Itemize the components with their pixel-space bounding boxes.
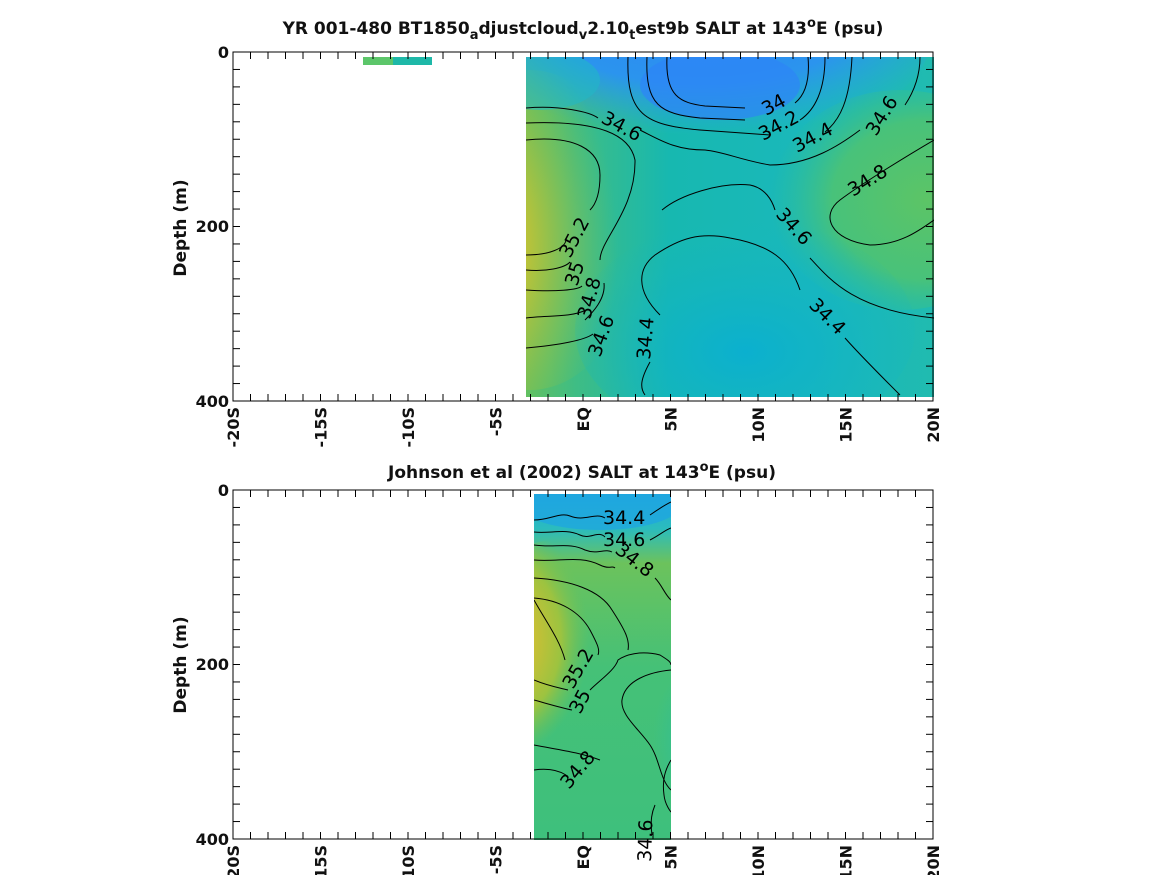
panel-top: YR 001-480 BT1850adjustcloudv2.10test9b … [171, 16, 943, 447]
xtick-label: EQ [574, 407, 593, 432]
panel-bottom: Johnson et al (2002) SALT at 143oE (psu)… [171, 460, 943, 875]
contour-label: 34.4 [633, 316, 659, 360]
contour-label: 34.6 [603, 529, 645, 551]
xtick-label: -20S [224, 407, 243, 447]
panel-top-xticklabels: -20S -15S -10S -5S EQ 5N 10N 15N 20N [224, 407, 943, 447]
panel-bottom-xticklabels: -20S -15S -10S -5S EQ 5N 10N 15N 20N [224, 845, 943, 875]
panel-top-contours [526, 57, 934, 396]
xtick-label: 20N [924, 407, 943, 443]
xtick-label: 5N [662, 845, 681, 870]
contour-label: 34.4 [603, 507, 645, 529]
xtick-label: 20N [924, 845, 943, 875]
ytick-label: 200 [196, 655, 229, 674]
panel-top-ylabel: Depth (m) [171, 179, 191, 276]
panel-bottom-ticks [232, 489, 934, 840]
contour-label: 34.6 [634, 819, 657, 862]
panel-top-ticks [232, 51, 934, 402]
xtick-label: -15S [312, 407, 331, 447]
panel-bottom-ylabel: Depth (m) [171, 616, 191, 713]
ytick-label: 400 [196, 392, 229, 411]
ytick-label: 200 [196, 217, 229, 236]
panel-bottom-field [534, 494, 671, 840]
xtick-label: -15S [312, 845, 331, 875]
xtick-label: -20S [224, 845, 243, 875]
xtick-label: 10N [749, 845, 768, 875]
panel-bottom-title: Johnson et al (2002) SALT at 143oE (psu) [387, 460, 776, 483]
panel-top-yticklabels: 0 200 400 [196, 43, 229, 411]
xtick-label: 5N [662, 407, 681, 432]
panel-top-patch [363, 57, 432, 65]
panel-top-field [526, 57, 934, 397]
xtick-label: 15N [837, 845, 856, 875]
xtick-label: -5S [487, 845, 506, 874]
xtick-label: EQ [574, 845, 593, 870]
xtick-label: -10S [399, 407, 418, 447]
ytick-label: 400 [196, 830, 229, 849]
ytick-label: 0 [218, 43, 229, 62]
xtick-label: 10N [749, 407, 768, 443]
ytick-label: 0 [218, 481, 229, 500]
xtick-label: -10S [399, 845, 418, 875]
xtick-label: 15N [837, 407, 856, 443]
panel-top-title: YR 001-480 BT1850adjustcloudv2.10test9b … [282, 16, 884, 43]
xtick-label: -5S [487, 407, 506, 436]
panel-bottom-contours [534, 501, 671, 836]
panel-bottom-yticklabels: 0 200 400 [196, 481, 229, 849]
